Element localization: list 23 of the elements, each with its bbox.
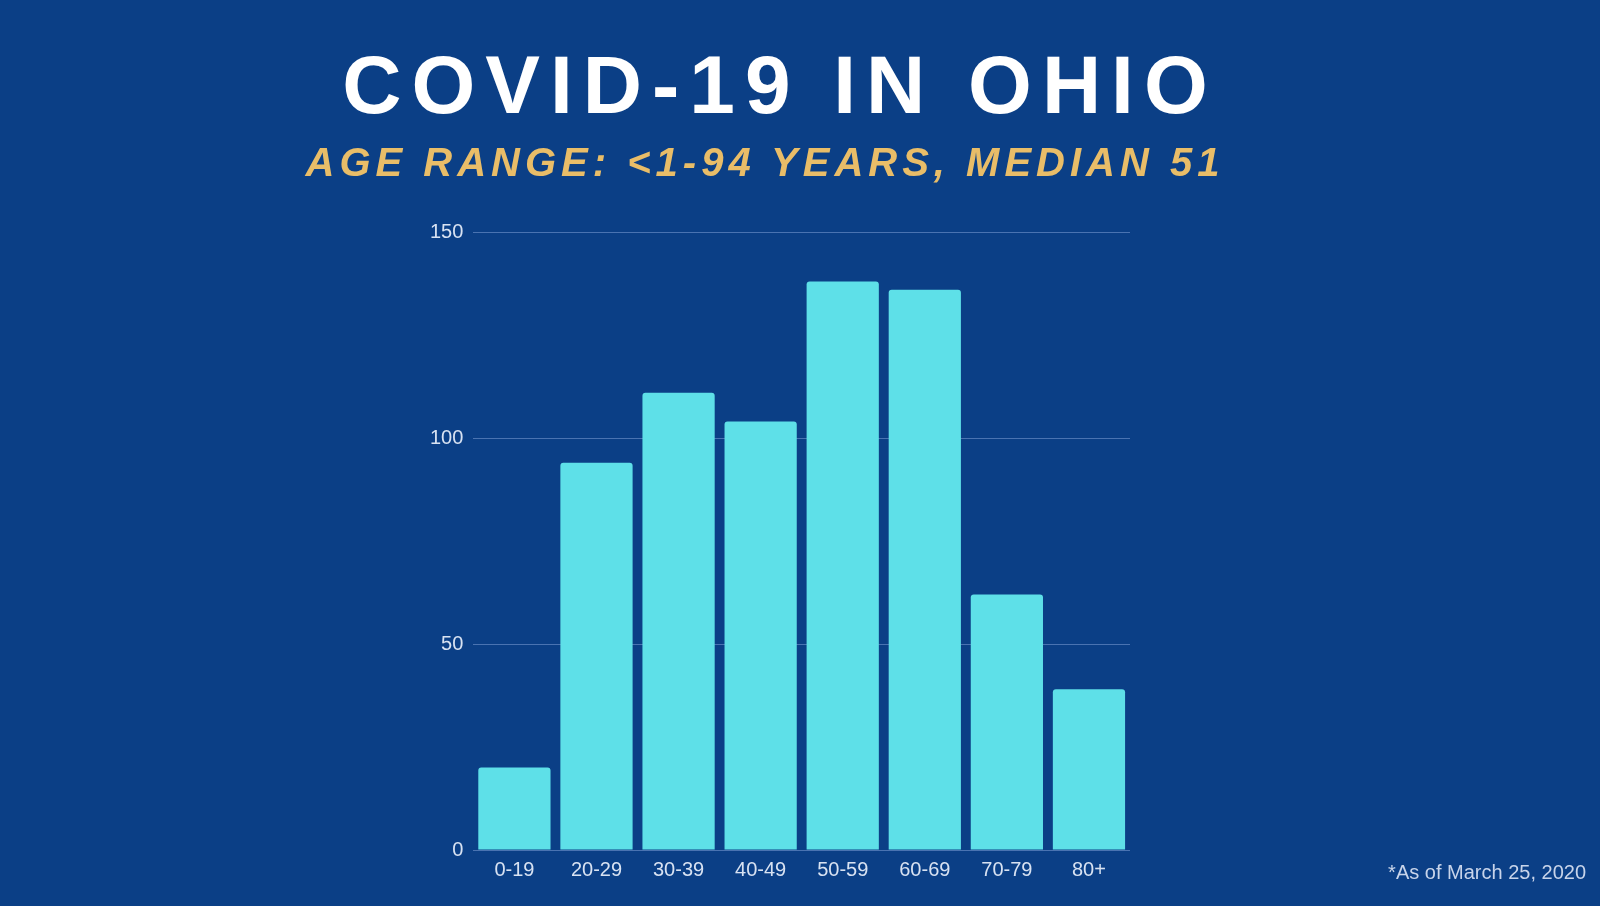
- bar: [970, 594, 1043, 850]
- text: *As of March 25, 2020: [1388, 861, 1586, 884]
- bar: [806, 281, 879, 850]
- y-tick-label: 100: [429, 425, 464, 448]
- chart-title: COVID-19 IN OHIO: [341, 38, 1219, 132]
- y-tick-label: 50: [441, 631, 464, 654]
- bar: [478, 767, 551, 850]
- x-tick-label: 50-59: [817, 857, 869, 880]
- x-tick-label: 20-29: [570, 857, 623, 880]
- chart-subtitle: AGE RANGE: <1-94 YEARS, MEDIAN 51: [304, 140, 1226, 185]
- bar: [642, 392, 715, 850]
- x-tick-label: 60-69: [899, 857, 951, 880]
- x-tick-label: 0-19: [494, 857, 535, 880]
- y-tick-label: 0: [452, 837, 464, 860]
- x-tick-label: 80+: [1071, 857, 1106, 880]
- x-tick-label: 40-49: [735, 857, 787, 880]
- x-tick-label: 70-79: [981, 857, 1033, 880]
- bar: [560, 462, 633, 850]
- bar: [888, 289, 961, 850]
- bar: [724, 421, 797, 850]
- x-tick-label: 30-39: [652, 857, 705, 880]
- bar: [1052, 689, 1126, 850]
- y-tick-label: 150: [429, 219, 464, 242]
